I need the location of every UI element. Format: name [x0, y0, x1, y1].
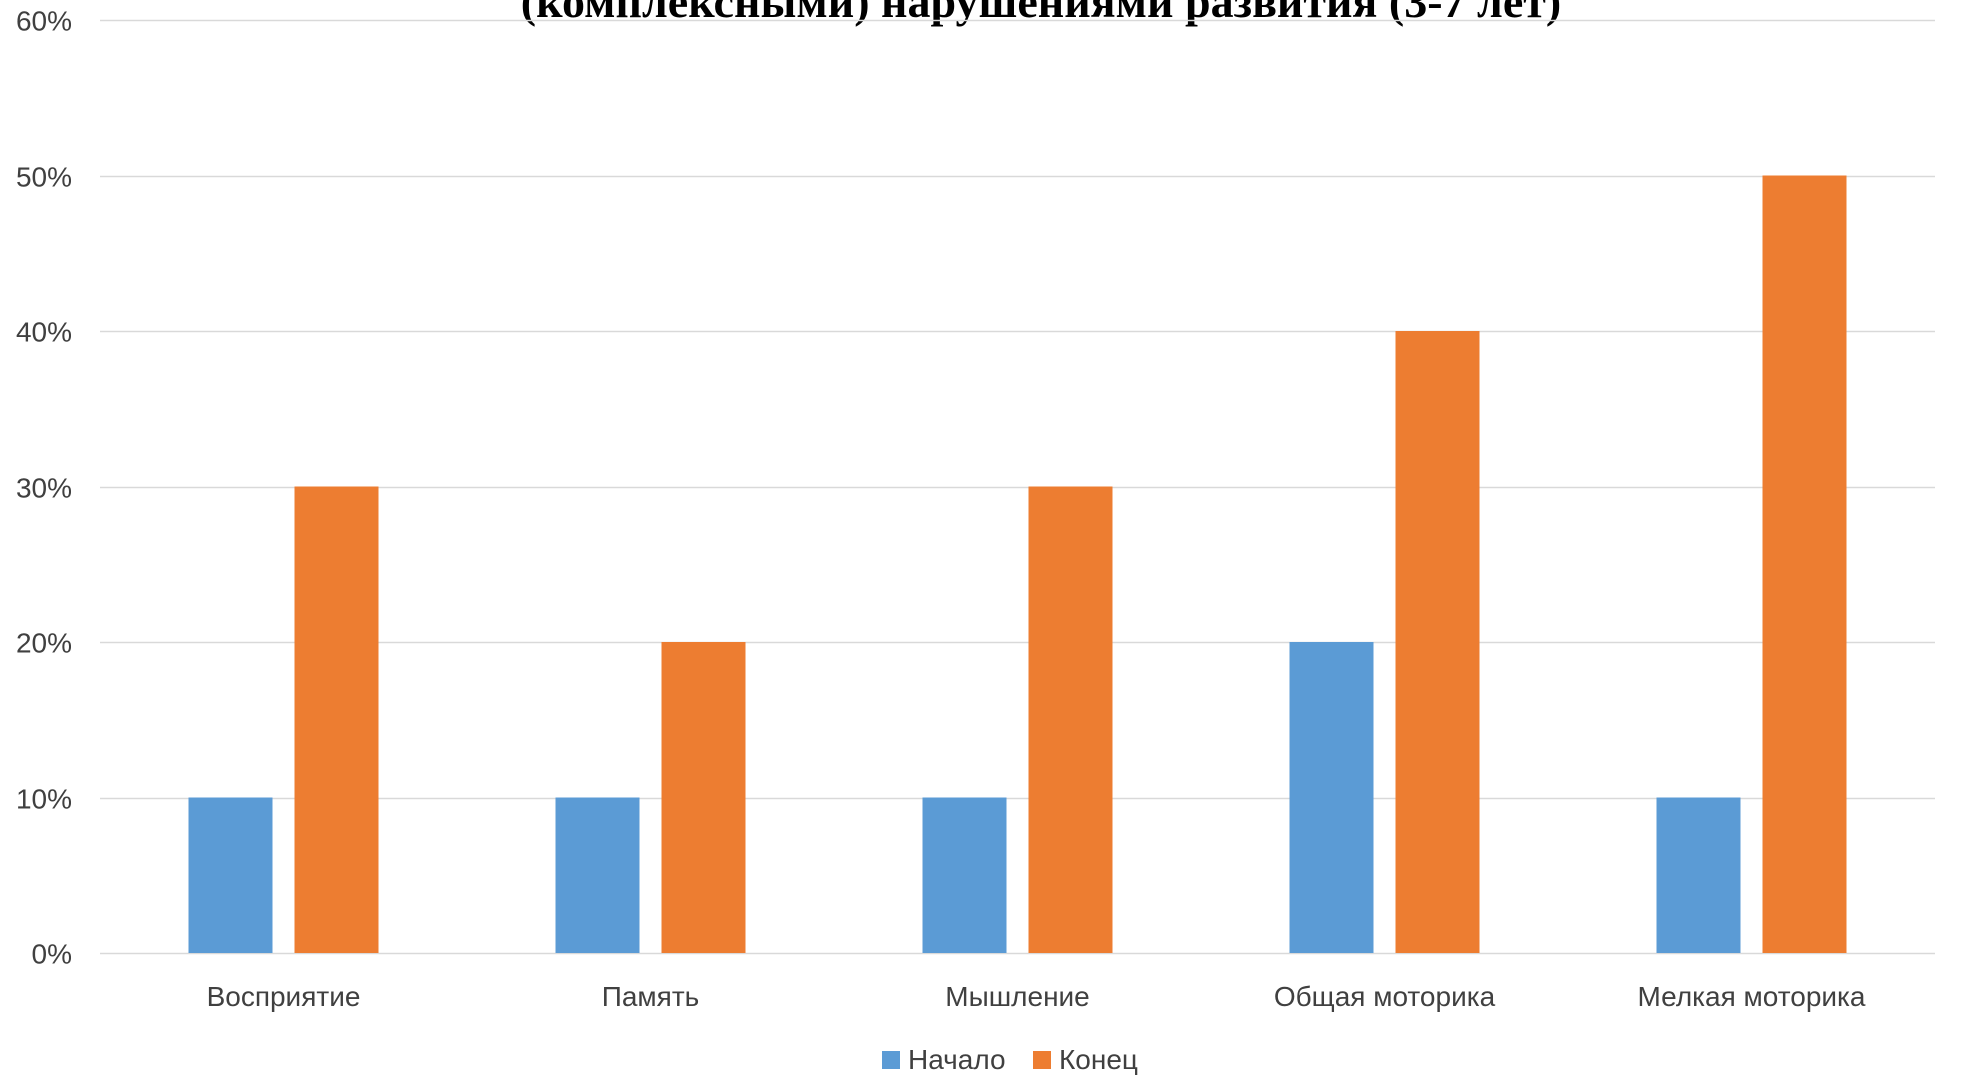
x-tick-label: Память: [602, 981, 700, 1012]
x-tick-label: Восприятие: [207, 981, 361, 1012]
x-tick-label: Мышление: [945, 981, 1090, 1012]
y-tick-label: 10%: [16, 784, 72, 815]
x-tick-label: Общая моторика: [1274, 981, 1496, 1012]
y-tick-label: 20%: [16, 628, 72, 659]
y-tick-label: 0%: [32, 939, 72, 970]
bar-konets: [294, 486, 379, 953]
legend-label: Конец: [1059, 1044, 1138, 1075]
y-tick-label: 40%: [16, 317, 72, 348]
bar-nachalo: [922, 797, 1007, 953]
legend-label: Начало: [908, 1044, 1006, 1075]
y-axis-ticks: 0% 10% 20% 30% 40% 50% 60%: [16, 6, 72, 970]
gridlines: [100, 19, 1935, 955]
bar-nachalo: [188, 797, 273, 953]
legend-swatch: [882, 1051, 900, 1069]
x-tick-label: Мелкая моторика: [1638, 981, 1866, 1012]
bar-konets: [1395, 331, 1480, 953]
bar-konets: [1762, 175, 1847, 953]
bar-nachalo: [1289, 642, 1374, 953]
bar-nachalo: [1656, 797, 1741, 953]
y-tick-label: 50%: [16, 162, 72, 193]
y-tick-label: 30%: [16, 473, 72, 504]
bars: [188, 175, 1847, 953]
chart-title: (комплексными) нарушениями развития (3-7…: [521, 0, 1561, 27]
bar-konets: [1028, 486, 1113, 953]
bar-konets: [661, 642, 746, 953]
y-tick-label: 60%: [16, 6, 72, 37]
x-axis-ticks: Восприятие Память Мышление Общая моторика Ме…: [207, 981, 1866, 1012]
legend-swatch: [1033, 1051, 1051, 1069]
legend: Начало Конец: [882, 1044, 1138, 1075]
bar-nachalo: [555, 797, 640, 953]
